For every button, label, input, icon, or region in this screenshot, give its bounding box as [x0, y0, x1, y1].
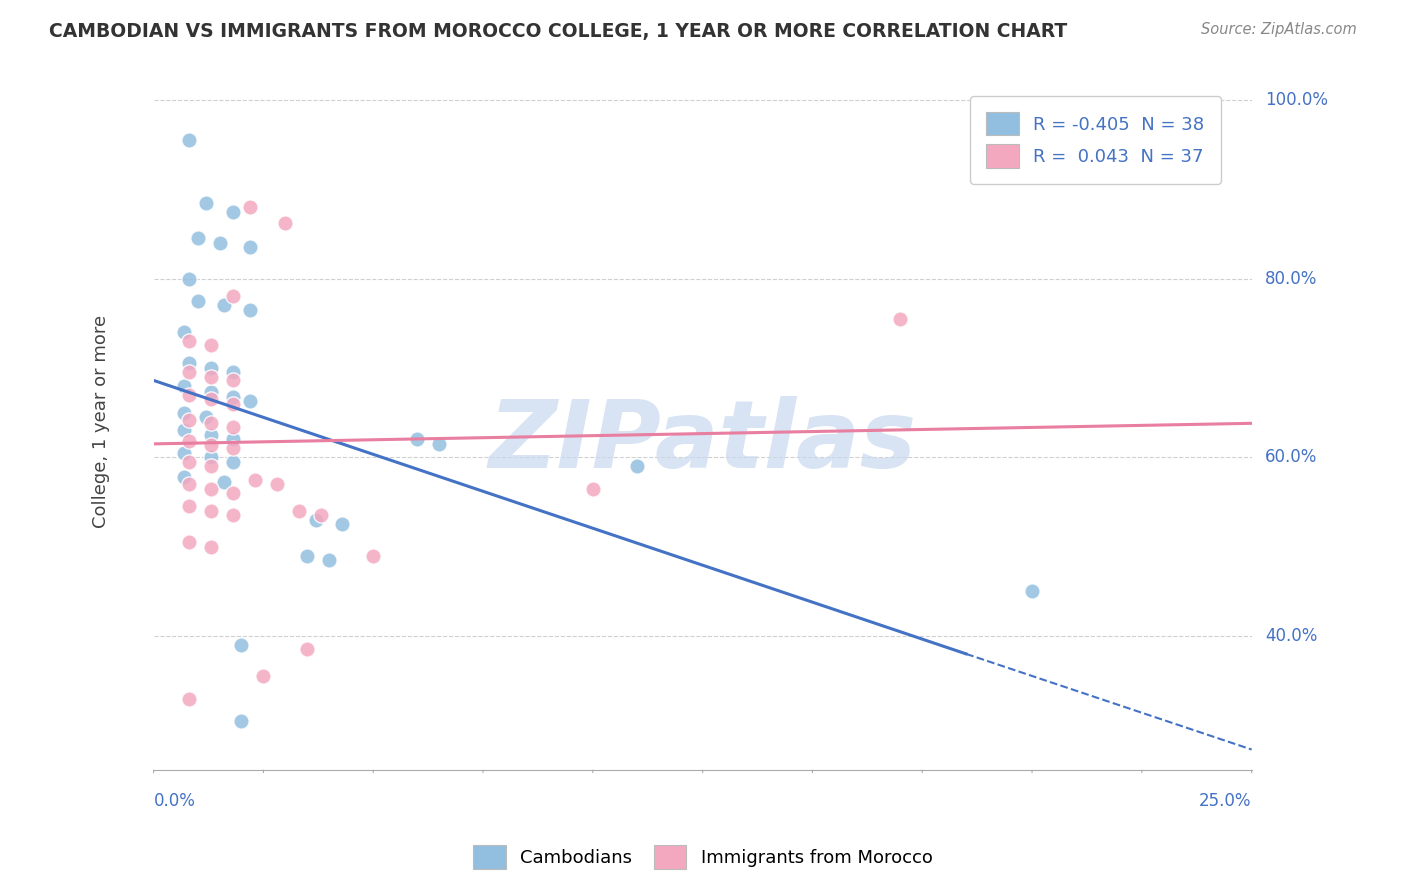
Text: 80.0%: 80.0% [1265, 269, 1317, 287]
Point [212, 475, 235, 490]
Text: 0.0%: 0.0% [153, 792, 195, 811]
Point [1021, 584, 1043, 599]
Point [582, 482, 605, 496]
Point [177, 271, 200, 285]
Point [173, 424, 195, 438]
Text: 25.0%: 25.0% [1199, 792, 1251, 811]
Point [195, 195, 218, 210]
Point [173, 446, 195, 460]
Point [200, 450, 222, 465]
Point [239, 200, 262, 214]
Point [200, 369, 222, 384]
Point [200, 438, 222, 452]
Point [221, 373, 243, 387]
Text: CAMBODIAN VS IMMIGRANTS FROM MOROCCO COLLEGE, 1 YEAR OR MORE CORRELATION CHART: CAMBODIAN VS IMMIGRANTS FROM MOROCCO COL… [49, 22, 1067, 41]
Point [266, 477, 288, 491]
Point [177, 434, 200, 449]
Point [274, 216, 297, 230]
Point [239, 240, 262, 254]
Point [177, 133, 200, 147]
Point [177, 477, 200, 491]
Point [177, 388, 200, 402]
Point [200, 392, 222, 407]
Point [221, 442, 243, 456]
Point [297, 642, 319, 657]
Point [221, 390, 243, 404]
Point [221, 455, 243, 469]
Point [427, 437, 450, 451]
Point [200, 459, 222, 474]
Point [221, 365, 243, 379]
Point [177, 334, 200, 348]
Point [252, 669, 274, 683]
Point [187, 293, 209, 308]
Point [200, 428, 222, 442]
Point [889, 311, 911, 326]
Point [406, 433, 429, 447]
Point [200, 417, 222, 431]
Point [200, 504, 222, 518]
Point [221, 397, 243, 411]
Point [173, 325, 195, 339]
Point [177, 455, 200, 469]
Point [361, 549, 384, 563]
Text: 100.0%: 100.0% [1265, 91, 1327, 109]
Point [200, 360, 222, 375]
Point [200, 540, 222, 554]
Text: College, 1 year or more: College, 1 year or more [91, 315, 110, 528]
Point [332, 517, 354, 532]
Point [305, 513, 328, 527]
Point [221, 420, 243, 434]
Point [173, 378, 195, 392]
Point [200, 385, 222, 400]
Point [231, 714, 253, 728]
Point [318, 553, 340, 567]
Point [177, 691, 200, 706]
Point [297, 549, 319, 563]
Point [177, 365, 200, 379]
Point [177, 500, 200, 514]
Point [239, 394, 262, 409]
Point [195, 410, 218, 425]
Point [187, 231, 209, 245]
Text: Source: ZipAtlas.com: Source: ZipAtlas.com [1201, 22, 1357, 37]
Point [309, 508, 332, 523]
Point [200, 482, 222, 496]
Text: 60.0%: 60.0% [1265, 449, 1317, 467]
Legend: Cambodians, Immigrants from Morocco: Cambodians, Immigrants from Morocco [465, 838, 941, 876]
Point [200, 337, 222, 351]
Point [177, 413, 200, 427]
Point [221, 486, 243, 500]
Text: ZIPatlas: ZIPatlas [488, 396, 917, 489]
Point [173, 406, 195, 420]
Point [208, 235, 231, 250]
Point [212, 298, 235, 312]
Point [239, 302, 262, 317]
Point [287, 504, 309, 518]
Legend: R = -0.405  N = 38, R =  0.043  N = 37: R = -0.405 N = 38, R = 0.043 N = 37 [970, 96, 1220, 184]
Point [221, 289, 243, 303]
Point [177, 356, 200, 370]
Point [177, 535, 200, 549]
Text: 40.0%: 40.0% [1265, 627, 1317, 645]
Point [243, 473, 266, 487]
Point [221, 204, 243, 219]
Point [626, 459, 648, 474]
Point [173, 470, 195, 484]
Point [221, 433, 243, 447]
Point [221, 508, 243, 523]
Point [231, 638, 253, 652]
